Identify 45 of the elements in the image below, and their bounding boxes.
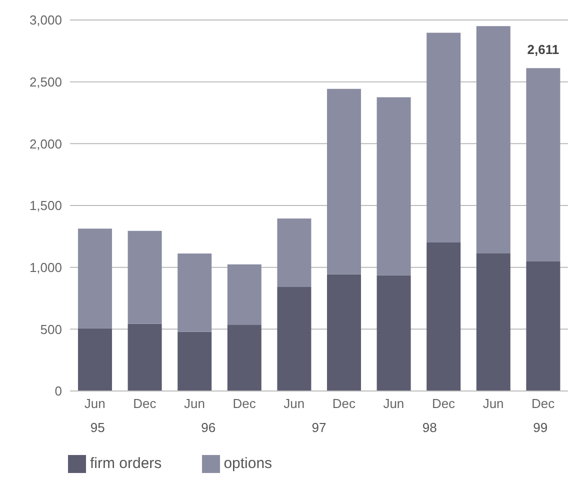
bar [227,264,262,325]
x-tick-label: Dec [232,396,256,412]
bar [128,324,162,391]
y-tick-label: 3,000 [29,12,62,28]
text: 98 [422,420,437,436]
y-tick-label: 2,000 [29,136,62,152]
y-tick-label: 0 [54,384,62,399]
bar [327,274,361,391]
text: 96 [201,420,216,436]
x-tick-label: Jun [482,396,504,412]
bar [526,68,560,262]
text: 95 [90,420,105,436]
bar [526,262,560,391]
legend-label: options [224,454,272,472]
x-tick-label: Jun [284,396,305,412]
y-tick-label: 1,500 [29,198,62,214]
bar [277,286,312,391]
total-label: 2,611 [527,42,560,58]
bar [78,228,112,328]
x-tick-label: Jun [84,396,106,412]
x-tick-label: Jun [184,396,205,412]
bar [178,332,212,391]
y-tick-label: 1,000 [29,260,62,275]
text: 97 [312,420,326,436]
y-tick-label: 2,500 [29,74,62,90]
x-tick-label: Jun [383,396,404,412]
bar [128,230,162,324]
bar [78,328,112,391]
x-tick-label: Dec [532,396,556,412]
x-tick-label: Dec [133,396,157,412]
bar [476,26,510,254]
legend-label: firm orders [90,454,162,472]
bar [277,218,312,287]
bar [376,97,411,276]
text: 99 [533,420,548,436]
y-tick-label: 500 [40,322,62,337]
bar [327,88,361,274]
bar [227,324,262,391]
x-tick-label: Dec [432,396,456,412]
x-tick-label: Dec [332,396,356,412]
bar [426,242,461,391]
bar [376,275,411,391]
bar [178,253,212,332]
bar [476,253,510,391]
bar [426,32,461,242]
